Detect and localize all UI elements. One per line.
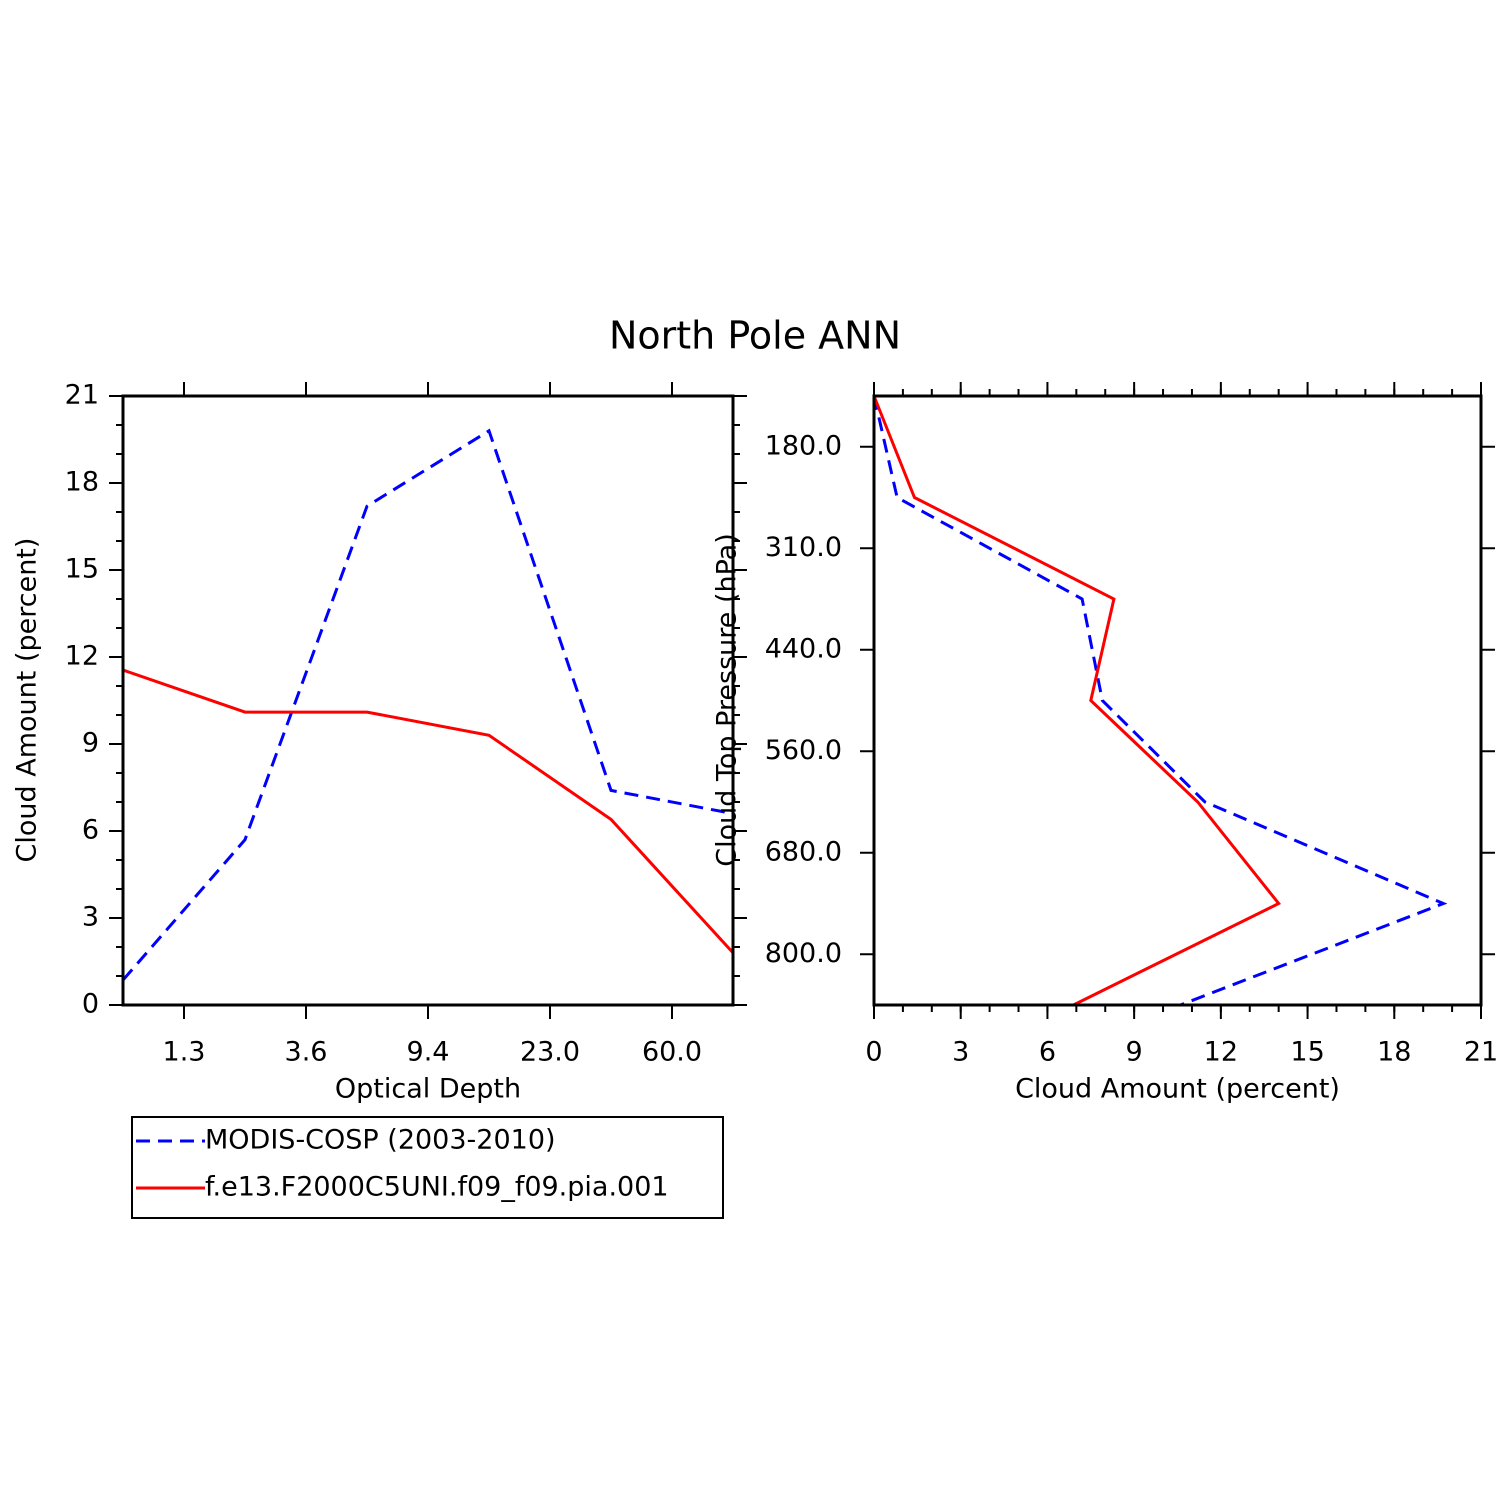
y-tick-label: 21 <box>65 380 99 411</box>
x-tick-label: 23.0 <box>520 1037 580 1068</box>
x-axis-label: Optical Depth <box>335 1074 521 1105</box>
x-tick-label: 0 <box>865 1037 882 1068</box>
y-tick-label: 440.0 <box>765 633 842 664</box>
series-line <box>872 395 1282 1007</box>
plot-frame <box>121 394 735 1007</box>
y-tick-label: 310.0 <box>765 532 842 563</box>
x-tick-label: 15 <box>1290 1037 1324 1068</box>
figure-title: North Pole ANN <box>609 314 901 358</box>
x-tick-label: 3.6 <box>285 1037 328 1068</box>
y-tick-label: 0 <box>82 989 99 1020</box>
x-tick-label: 1.3 <box>163 1037 206 1068</box>
x-tick-label: 3 <box>952 1037 969 1068</box>
y-tick-label: 680.0 <box>765 836 842 867</box>
y-tick-label: 800.0 <box>765 938 842 969</box>
legend: MODIS-COSP (2003-2010) f.e13.F2000C5UNI.… <box>131 1116 724 1219</box>
y-tick-label: 6 <box>82 815 99 846</box>
series-line <box>121 428 734 982</box>
y-axis-label: Cloud Amount (percent) <box>12 538 43 863</box>
y-tick-label: 12 <box>65 641 99 672</box>
x-tick-label: 6 <box>1039 1037 1056 1068</box>
plot-frame <box>872 394 1483 1007</box>
x-axis-label: Cloud Amount (percent) <box>1015 1074 1340 1105</box>
x-tick-label: 9.4 <box>407 1037 450 1068</box>
legend-box <box>131 1116 724 1219</box>
x-tick-label: 18 <box>1377 1037 1411 1068</box>
y-tick-label: 18 <box>65 467 99 498</box>
legend-label: f.e13.F2000C5UNI.f09_f09.pia.001 <box>205 1172 669 1203</box>
y-axis-label: Cloud Top Pressure (hPa) <box>712 533 743 867</box>
y-tick-label: 3 <box>82 902 99 933</box>
series-line <box>872 395 1448 1007</box>
y-tick-label: 560.0 <box>765 735 842 766</box>
legend-label: MODIS-COSP (2003-2010) <box>205 1125 556 1156</box>
x-tick-label: 21 <box>1464 1037 1498 1068</box>
x-tick-label: 60.0 <box>642 1037 702 1068</box>
x-tick-label: 12 <box>1204 1037 1238 1068</box>
y-tick-label: 9 <box>82 728 99 759</box>
series-line <box>122 668 735 954</box>
y-tick-label: 15 <box>65 554 99 585</box>
x-tick-label: 9 <box>1126 1037 1143 1068</box>
y-tick-label: 180.0 <box>765 430 842 461</box>
